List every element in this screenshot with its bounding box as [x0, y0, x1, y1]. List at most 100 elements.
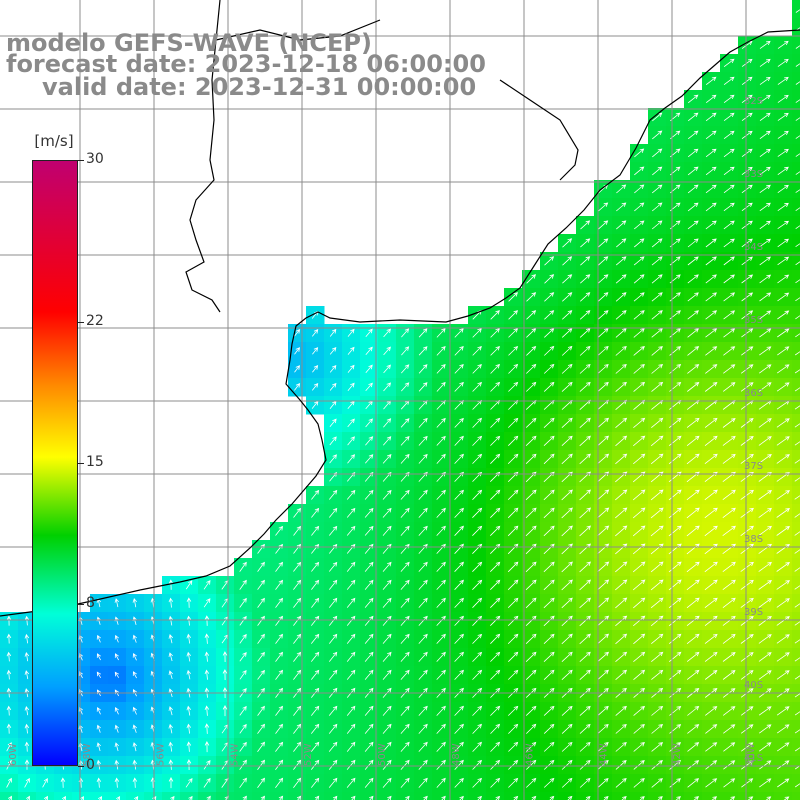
wind-arrow — [687, 310, 699, 320]
wind-arrow — [96, 598, 102, 608]
wind-arrow — [508, 777, 519, 788]
wind-arrow — [418, 525, 428, 536]
wind-arrow — [668, 561, 682, 573]
wind-speed-cell — [792, 198, 800, 217]
wind-arrow — [239, 561, 247, 572]
wind-arrow — [759, 274, 772, 284]
wind-arrow — [597, 345, 609, 356]
wind-arrow — [186, 705, 192, 716]
wind-arrow — [651, 363, 664, 374]
longitude-label: 44W — [598, 743, 609, 766]
latitude-label: 35S — [744, 315, 763, 326]
wind-arrow — [615, 633, 628, 645]
wind-arrow — [741, 328, 754, 338]
wind-arrow — [759, 94, 771, 103]
wind-arrow — [6, 759, 12, 770]
wind-arrow — [544, 274, 555, 284]
wind-arrow — [633, 292, 645, 302]
wind-arrow — [616, 202, 627, 212]
wind-arrow — [723, 184, 735, 194]
wind-arrow — [776, 616, 790, 626]
wind-arrow — [310, 705, 320, 716]
wind-arrow — [507, 597, 519, 608]
wind-arrow — [168, 741, 174, 752]
wind-arrow — [239, 723, 247, 734]
wind-arrow — [526, 346, 537, 356]
wind-arrow — [203, 580, 211, 590]
wind-speed-cell — [468, 792, 487, 800]
wind-arrow — [436, 651, 446, 662]
wind-arrow — [531, 795, 537, 800]
wind-speed-cell — [792, 342, 800, 361]
wind-speed-cell — [792, 792, 800, 800]
wind-arrow — [579, 579, 592, 591]
wind-arrow — [650, 453, 664, 465]
wind-speed-cell — [738, 792, 757, 800]
wind-arrow — [490, 310, 500, 320]
wind-arrow — [472, 597, 483, 608]
wind-arrow — [722, 417, 736, 428]
wind-arrow — [346, 615, 356, 626]
wind-arrow — [507, 525, 519, 537]
wind-arrow — [740, 525, 754, 537]
wind-arrow — [794, 441, 800, 446]
wind-arrow — [722, 525, 736, 537]
wind-arrow — [741, 256, 753, 266]
wind-arrow — [206, 795, 211, 800]
wind-speed-cell — [756, 792, 775, 800]
wind-arrow — [633, 346, 645, 356]
wind-arrow — [364, 489, 374, 500]
wind-arrow — [525, 489, 537, 501]
wind-arrow — [758, 382, 772, 392]
wind-arrow — [525, 435, 537, 446]
wind-arrow — [615, 615, 628, 627]
wind-arrow — [579, 561, 592, 573]
wind-arrow — [741, 346, 754, 356]
wind-arrow — [669, 346, 682, 356]
wind-arrow — [168, 633, 173, 644]
wind-arrow — [168, 597, 174, 608]
wind-arrow — [794, 477, 800, 482]
wind-arrow — [633, 417, 646, 429]
wind-arrow — [561, 525, 573, 537]
wind-arrow — [693, 796, 700, 800]
wind-arrow — [42, 777, 48, 788]
wind-speed-cell — [522, 792, 541, 800]
wind-arrow — [186, 633, 192, 644]
wind-arrow — [311, 382, 319, 391]
latitude-label: 36S — [744, 388, 763, 399]
wind-arrow — [669, 742, 682, 752]
wind-arrow — [275, 597, 284, 608]
wind-arrow — [6, 669, 12, 680]
wind-arrow — [328, 741, 338, 752]
wind-arrow — [508, 292, 519, 302]
wind-arrow — [579, 651, 591, 662]
wind-arrow — [668, 417, 682, 429]
wind-arrow — [651, 310, 663, 320]
wind-arrow — [526, 777, 537, 788]
wind-speed-cell — [792, 522, 800, 541]
wind-arrow — [723, 202, 735, 212]
wind-arrow — [222, 705, 228, 717]
wind-arrow — [454, 597, 464, 608]
wind-arrow — [24, 741, 30, 752]
wind-arrow — [650, 489, 664, 501]
wind-arrow — [278, 795, 284, 800]
wind-arrow — [454, 453, 464, 464]
wind-arrow — [365, 382, 373, 392]
wind-arrow — [525, 669, 537, 680]
wind-arrow — [723, 364, 736, 374]
wind-arrow — [257, 597, 265, 608]
wind-arrow — [580, 256, 591, 266]
wind-arrow — [776, 508, 790, 518]
wind-arrow — [383, 328, 391, 338]
wind-speed-cell — [792, 504, 800, 523]
wind-arrow — [382, 579, 392, 590]
wind-arrow — [364, 615, 374, 626]
wind-arrow — [776, 724, 790, 734]
wind-arrow — [490, 507, 501, 518]
wind-arrow — [723, 742, 736, 752]
wind-arrow — [705, 778, 718, 788]
wind-arrow — [454, 651, 464, 662]
wind-arrow — [293, 615, 302, 626]
